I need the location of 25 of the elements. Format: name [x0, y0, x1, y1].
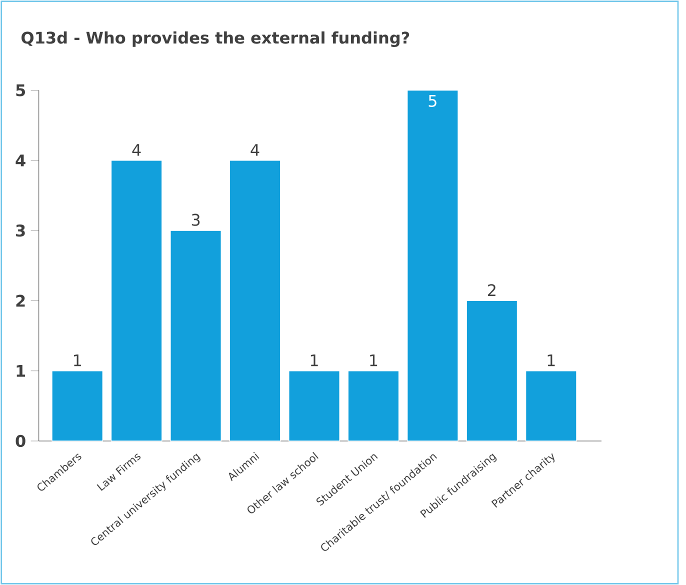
data-label: 1	[370, 354, 378, 366]
data-label: 4	[132, 144, 141, 156]
bar	[288, 370, 340, 442]
data-label: 1	[548, 354, 555, 366]
bar	[525, 370, 577, 442]
y-tick-label: 4	[16, 154, 26, 166]
y-tick-label: 0	[16, 434, 26, 448]
bar	[170, 230, 222, 442]
y-tick-label: 5	[16, 84, 26, 96]
bar	[110, 160, 162, 442]
bar	[348, 370, 400, 442]
data-label: 1	[310, 354, 318, 366]
bar	[52, 370, 104, 442]
y-tick-label: 1	[16, 365, 26, 377]
bar	[229, 160, 281, 442]
data-label: 4	[250, 144, 260, 156]
data-label: 2	[488, 284, 496, 296]
data-label: 3	[192, 214, 200, 226]
bar	[466, 300, 518, 442]
chart-title: Q13d - Who provides the external funding?	[22, 31, 410, 47]
bar	[407, 90, 458, 442]
data-label: 1	[74, 354, 81, 366]
data-label: 5	[428, 95, 436, 107]
y-tick-label: 2	[16, 294, 25, 307]
y-tick-label: 3	[16, 224, 25, 237]
